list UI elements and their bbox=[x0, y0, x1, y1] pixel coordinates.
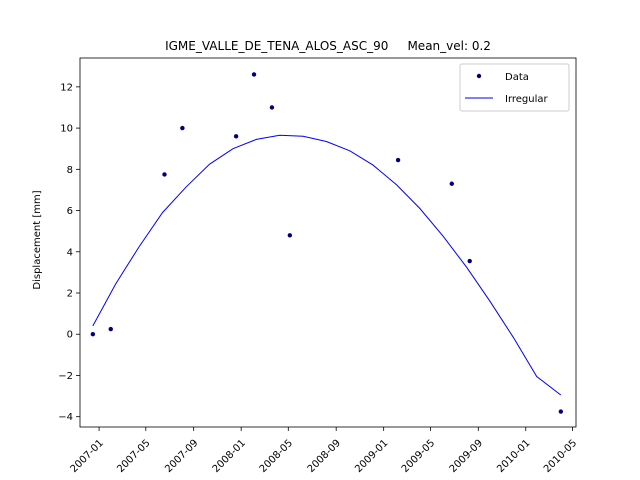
data-point bbox=[287, 233, 293, 238]
legend-data-marker bbox=[476, 73, 482, 79]
y-tick-label: 6 bbox=[67, 206, 73, 217]
x-tick-label: 2008-01 bbox=[211, 438, 248, 475]
x-tick-label: 2008-05 bbox=[258, 438, 295, 475]
x-tick-label: 2009-01 bbox=[353, 438, 390, 475]
x-tick-label: 2007-01 bbox=[69, 438, 106, 475]
chart-title: IGME_VALLE_DE_TENA_ALOS_ASC_90 Mean_vel:… bbox=[165, 39, 491, 53]
x-tick-label: 2010-05 bbox=[542, 438, 579, 475]
y-tick-label: 12 bbox=[60, 82, 73, 93]
data-point bbox=[558, 409, 564, 414]
x-tick-label: 2010-01 bbox=[495, 438, 532, 475]
y-tick-label: 2 bbox=[67, 289, 73, 300]
x-tick-label: 2007-09 bbox=[163, 438, 200, 475]
data-point bbox=[251, 72, 257, 77]
y-tick-label: 10 bbox=[60, 124, 73, 135]
x-tick-label: 2007-05 bbox=[115, 438, 152, 475]
data-point bbox=[180, 125, 185, 131]
data-point bbox=[269, 105, 275, 110]
legend: Data Irregular bbox=[459, 63, 570, 112]
legend-irregular-label: Irregular bbox=[505, 94, 549, 105]
x-tick-label: 2008-09 bbox=[306, 438, 343, 475]
irregular-fit-line bbox=[92, 134, 562, 396]
axes-frame bbox=[79, 57, 577, 428]
y-tick-label: −4 bbox=[58, 412, 73, 423]
legend-frame bbox=[459, 63, 570, 112]
x-tick-label: 2009-09 bbox=[448, 438, 485, 475]
data-point bbox=[108, 326, 113, 332]
y-axis-label: Displacement [mm] bbox=[32, 190, 43, 289]
y-tick-label: 4 bbox=[67, 247, 73, 258]
data-point bbox=[467, 258, 472, 264]
y-tick-label: −2 bbox=[58, 371, 73, 382]
y-tick-label: 0 bbox=[67, 330, 73, 341]
data-point bbox=[233, 134, 239, 139]
y-tick-label: 8 bbox=[67, 165, 73, 176]
data-point bbox=[90, 332, 96, 337]
x-tick-label: 2009-05 bbox=[400, 438, 437, 475]
data-point bbox=[162, 172, 167, 177]
data-point bbox=[449, 181, 455, 186]
legend-data-label: Data bbox=[505, 72, 529, 83]
data-point bbox=[395, 157, 401, 163]
